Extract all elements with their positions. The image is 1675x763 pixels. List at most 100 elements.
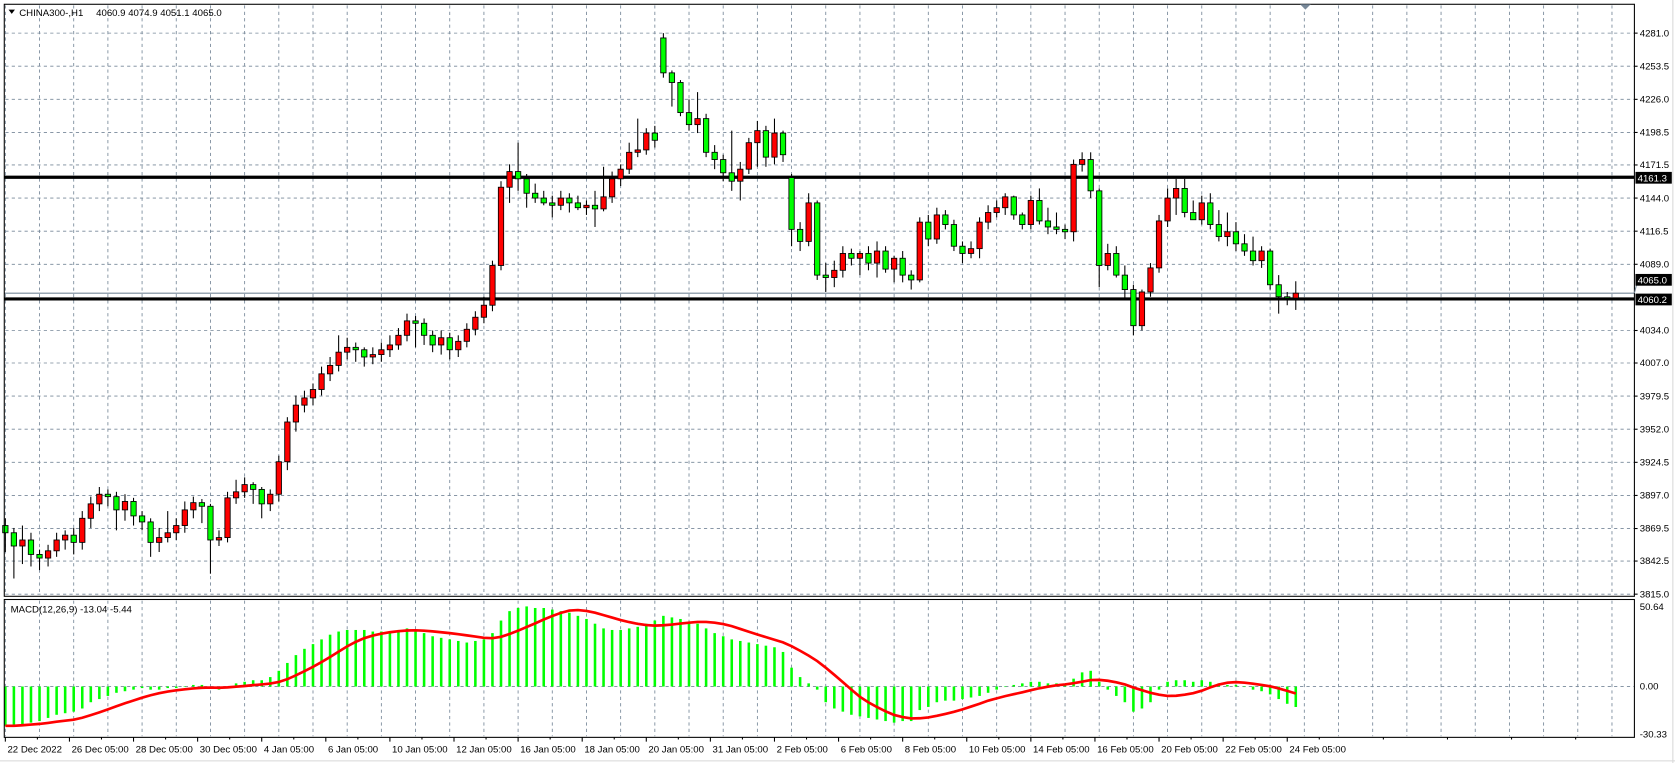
time-tick-label: 6 Jan 05:00 (328, 744, 378, 755)
candle (70, 527, 77, 555)
candle (250, 482, 257, 504)
candle-body (250, 484, 257, 490)
candle (198, 499, 205, 524)
candle (113, 491, 120, 531)
candle-body (96, 493, 103, 505)
candle-body (1002, 196, 1009, 209)
macd-histogram-bar (602, 628, 605, 687)
candle-body (224, 497, 231, 538)
candle-body (27, 539, 35, 555)
candle-body (292, 404, 300, 423)
candle (1147, 263, 1154, 297)
candle (788, 173, 795, 247)
triangle-down-icon[interactable] (8, 9, 15, 14)
macd-histogram-bar (183, 686, 187, 688)
candle-body (728, 172, 735, 182)
time-tick-label: 10 Feb 05:00 (969, 744, 1026, 755)
time-axis[interactable]: 22 Dec 2022 26 Dec 05:00 28 Dec 05:00 30 De… (4, 737, 1577, 755)
macd-histogram-bar (1029, 681, 1033, 687)
candle (856, 251, 864, 276)
candle-body (1207, 202, 1214, 225)
candle-body (173, 525, 180, 534)
candle (771, 118, 778, 165)
candle (489, 260, 496, 312)
candle-body (369, 354, 376, 358)
candle-body (352, 346, 359, 351)
macd-histogram-bar (721, 636, 725, 687)
candle-body (779, 132, 787, 156)
candle (309, 383, 317, 406)
candle-body (284, 421, 291, 463)
candle-body (1147, 267, 1154, 293)
candle (344, 337, 351, 360)
macd-histogram-bar (550, 609, 554, 687)
candle (455, 335, 462, 357)
macd-histogram-bar (884, 686, 887, 722)
candle-body (1232, 231, 1240, 245)
macd-histogram-bar (328, 634, 332, 687)
candle-body (1036, 200, 1043, 222)
candle-body (181, 509, 188, 526)
macd-histogram-bar (157, 686, 161, 690)
macd-histogram-bar (294, 655, 298, 687)
candle (523, 173, 530, 208)
ohlc-readout: 4060.9 4074.9 4051.1 4065.0 (96, 8, 222, 19)
macd-histogram-bar (875, 686, 879, 720)
candle (1087, 152, 1094, 199)
candle (138, 511, 146, 531)
horizontal-levels[interactable] (4, 175, 1635, 301)
candle (87, 496, 94, 528)
candle-body (335, 351, 342, 366)
price-axis[interactable]: 4281.0 4253.5 4226.0 4198.5 4171.5 4144.0 4116… (1633, 28, 1672, 740)
candle-body (762, 130, 770, 158)
candle (10, 527, 17, 579)
candle (284, 417, 291, 471)
candle (557, 190, 564, 211)
macd-histogram-bar (901, 686, 904, 722)
candle-body (113, 496, 120, 511)
macd-histogram-bar (268, 677, 272, 687)
level-price-badge (1635, 171, 1672, 184)
macd-histogram-bar (140, 686, 144, 689)
macd-histogram-bar (533, 607, 537, 687)
macd-histogram-bar (1115, 686, 1118, 696)
candle (361, 347, 368, 367)
candle (181, 501, 188, 533)
candle (600, 166, 607, 212)
candle (574, 195, 582, 211)
macd-histogram-bar (593, 623, 597, 687)
macd-histogram-bar (98, 686, 101, 700)
candle-body (130, 501, 137, 517)
candle (1155, 214, 1163, 273)
macd-histogram-bar (448, 639, 452, 687)
candle (728, 130, 735, 191)
time-tick-label: 24 Feb 05:00 (1289, 744, 1346, 755)
candle-body (967, 248, 975, 254)
candle (1113, 246, 1120, 278)
candle-body (1121, 274, 1128, 290)
candle (1292, 281, 1299, 310)
candle (942, 210, 949, 230)
macd-histogram-bar (1191, 681, 1195, 687)
macd-histogram-bar (935, 686, 939, 703)
macd-histogram-bar (405, 628, 409, 687)
candle-body (873, 250, 881, 264)
candle (1198, 195, 1205, 225)
candle (506, 164, 513, 203)
candle-body (1284, 296, 1291, 299)
chart-shift-marker-icon[interactable] (1300, 4, 1311, 10)
macd-histogram-bar (636, 626, 640, 687)
macd-histogram-bar (1106, 686, 1110, 690)
macd-histogram-bar (89, 686, 93, 703)
candle (1173, 178, 1180, 215)
macd-histogram-bar (892, 686, 896, 723)
macd-histogram-bar (525, 606, 528, 687)
macd-histogram-bar (491, 633, 494, 687)
candle (617, 164, 624, 187)
candle-body (446, 337, 453, 351)
macd-histogram-bar (704, 628, 708, 687)
macd-tick-label: 50.64 (1640, 602, 1665, 613)
macd-histogram-bar (1294, 686, 1298, 707)
candle-body (164, 532, 171, 538)
